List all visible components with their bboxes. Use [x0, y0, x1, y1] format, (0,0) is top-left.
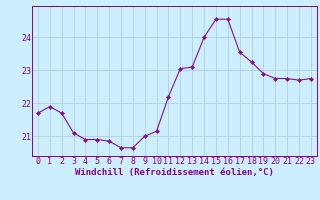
- X-axis label: Windchill (Refroidissement éolien,°C): Windchill (Refroidissement éolien,°C): [75, 168, 274, 177]
